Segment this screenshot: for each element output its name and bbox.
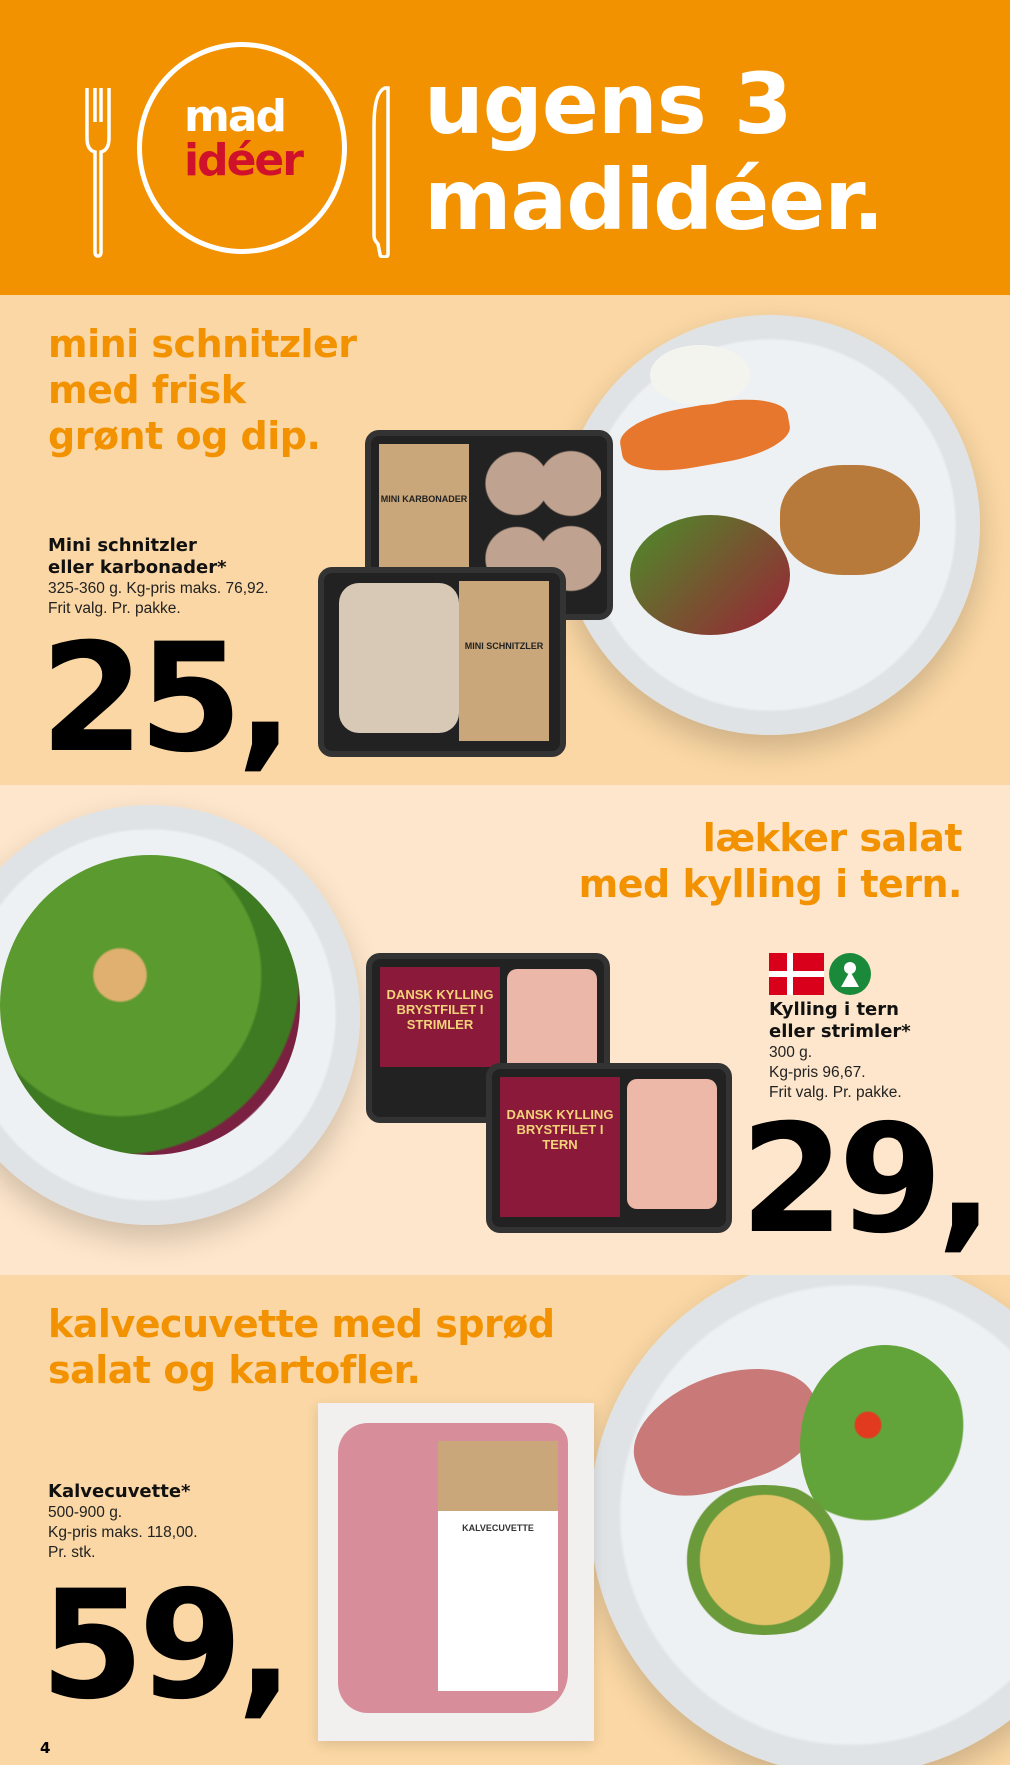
pack-label: MINI KARBONADER xyxy=(379,444,469,574)
plate-schnitzel-image xyxy=(560,315,980,735)
headline-3: kalvecuvette med sprød salat og kartofle… xyxy=(48,1302,555,1392)
pack-label: DANSK KYLLING BRYSTFILET I STRIMLER xyxy=(380,967,500,1067)
price-3: 59, xyxy=(40,1559,294,1733)
schnitzel xyxy=(780,465,920,575)
salad-bowl-image xyxy=(0,805,360,1225)
fork-icon xyxy=(85,88,111,258)
plate-logo: mad idéer xyxy=(137,42,347,254)
greens xyxy=(630,515,790,635)
headline-2: lækker salat med kylling i tern. xyxy=(578,816,963,906)
pack-label: DANSK KYLLING BRYSTFILET I TERN xyxy=(500,1077,620,1217)
price-2: 29, xyxy=(740,1093,994,1267)
meal-idea-3: KALVECUVETTE kalvecuvette med sprød sala… xyxy=(0,1275,1010,1765)
header-banner: mad idéer ugens 3 madidéer. xyxy=(0,0,1010,295)
price-1: 25, xyxy=(40,612,294,785)
headline-1: mini schnitzler med frisk grønt og dip. xyxy=(48,322,357,458)
plate-veal-image xyxy=(590,1275,1010,1765)
meal-idea-2: DANSK KYLLING BRYSTFILET I STRIMLER DANS… xyxy=(0,785,1010,1275)
page-number: 4 xyxy=(40,1739,51,1757)
title-line-2: madidéer. xyxy=(424,151,885,249)
pack-label: KALVECUVETTE xyxy=(438,1511,558,1691)
pack-label: MINI SCHNITZLER xyxy=(459,581,549,741)
potatoes xyxy=(660,1485,870,1635)
meal-idea-1: MINI KARBONADER MINI SCHNITZLER mini sch… xyxy=(0,295,1010,785)
title-line-1: ugens 3 xyxy=(424,55,792,153)
product-info-3: Kalvecuvette* 500-900 g. Kg-pris maks. 1… xyxy=(48,1481,198,1561)
schnitzler xyxy=(339,583,459,733)
dip xyxy=(650,345,750,405)
danish-meat-keyhole-icon xyxy=(829,953,871,995)
knife-icon xyxy=(372,86,390,258)
kalvecuvette-pack: KALVECUVETTE xyxy=(318,1403,594,1741)
tern-pack: DANSK KYLLING BRYSTFILET I TERN xyxy=(486,1063,732,1233)
pack-top-label xyxy=(438,1441,558,1511)
chicken-cubes xyxy=(627,1079,717,1209)
product-info-2: Kylling i tern eller strimler* 300 g. Kg… xyxy=(769,999,911,1101)
product-info-1: Mini schnitzler eller karbonader* 325-36… xyxy=(48,535,269,617)
salad xyxy=(0,855,300,1155)
schnitzler-pack: MINI SCHNITZLER xyxy=(318,567,566,757)
logo-ideer: idéer xyxy=(184,135,304,186)
danish-flag-icon xyxy=(769,953,824,995)
logo-mad: mad xyxy=(184,91,287,142)
